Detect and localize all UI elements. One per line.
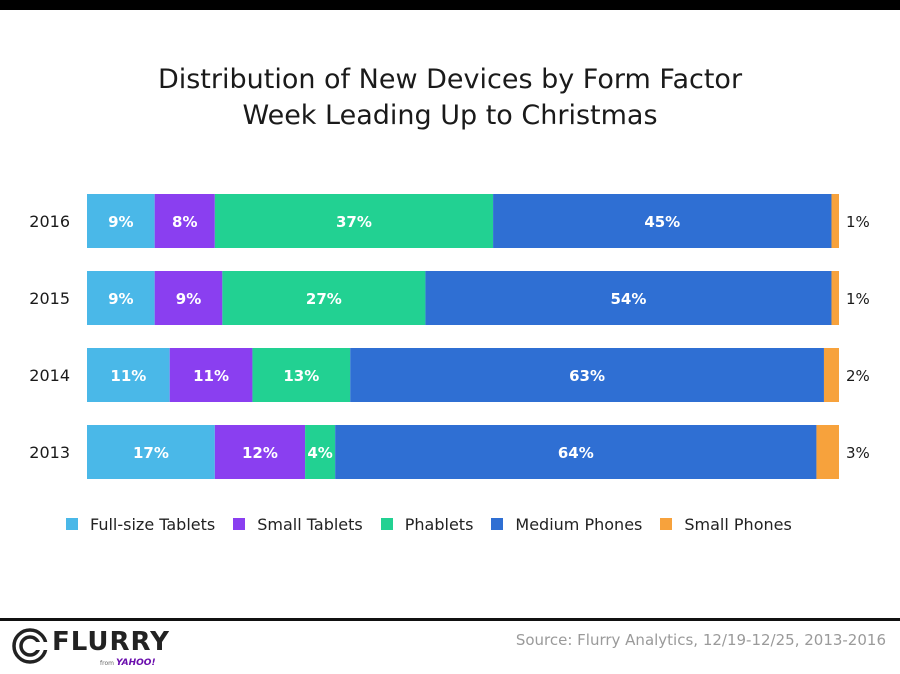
data-label-2016-full-size-tablets: 9% (108, 213, 133, 231)
legend-item-medium-phones: Medium Phones (491, 515, 642, 534)
data-label-2014-small-phones: 2% (846, 367, 870, 385)
bar-2013-medium-phones (335, 425, 817, 479)
legend-swatch-phablets (380, 518, 393, 530)
legend-label-phablets: Phablets (404, 514, 474, 534)
source-note: Source: Flurry Analytics, 12/19-12/25, 2… (515, 631, 886, 649)
bar-2014-small-tablets (169, 348, 253, 402)
data-label-2013-small-tablets: 12% (242, 444, 278, 462)
chart-title-line-2: Week Leading Up to Christmas (242, 100, 658, 131)
bar-2014-full-size-tablets (87, 348, 170, 402)
data-label-2013-phablets: 4% (307, 444, 332, 462)
data-label-2014-phablets: 13% (283, 367, 319, 385)
legend-item-small-phones: Small Phones (660, 514, 792, 534)
bar-2013-phablets (305, 425, 336, 479)
flurry-logo-from: from (100, 660, 114, 667)
bar-2015-medium-phones (425, 271, 832, 325)
data-label-2013-medium-phones: 64% (558, 444, 594, 462)
yahoo-logo-word: YAHOO! (116, 658, 156, 668)
category-label-2013: 2013 (29, 443, 70, 462)
bar-2014-medium-phones (350, 348, 824, 402)
data-label-2014-small-tablets: 11% (193, 367, 229, 385)
bar-2014-small-phones (823, 348, 839, 402)
bar-2015-phablets (222, 271, 426, 325)
data-label-2014-medium-phones: 63% (569, 367, 605, 385)
bar-2015-small-phones (831, 271, 839, 325)
legend-label-small-tablets: Small Tablets (257, 514, 363, 534)
bar-2014-phablets (252, 348, 351, 402)
bar-2013-full-size-tablets (87, 425, 215, 479)
flurry-logo: FLURRY from YAHOO! (12, 625, 172, 670)
bar-2015-small-tablets (154, 271, 223, 325)
legend-swatch-full-size-tablets (66, 518, 78, 530)
data-label-2013-small-phones: 3% (846, 444, 870, 462)
legend-swatch-small-tablets (233, 518, 246, 530)
data-label-2016-medium-phones: 45% (644, 213, 680, 231)
bar-2016-phablets (214, 194, 494, 248)
chart-legend: Full-size Tablets Small Tablets Phablets Me… (66, 513, 810, 535)
data-label-2015-medium-phones: 54% (610, 290, 646, 308)
data-label-2015-small-tablets: 9% (176, 290, 201, 308)
data-label-2015-small-phones: 1% (846, 290, 870, 308)
category-label-2014: 2014 (29, 366, 70, 385)
legend-item-phablets: Phablets (380, 514, 474, 534)
footer-divider (0, 618, 900, 621)
legend-item-full-size-tablets: Full-size Tablets (66, 515, 215, 534)
data-label-2013-full-size-tablets: 17% (133, 444, 169, 462)
data-label-2015-phablets: 27% (306, 290, 342, 308)
bar-2016-small-phones (831, 194, 839, 248)
legend-label-medium-phones: Medium Phones (515, 514, 643, 534)
bar-2013-small-tablets (214, 425, 306, 479)
bar-2015-full-size-tablets (87, 271, 155, 325)
legend-label-small-phones: Small Phones (684, 514, 792, 534)
legend-label-full-size-tablets: Full-size Tablets (90, 514, 216, 534)
data-label-2016-small-phones: 1% (846, 213, 870, 231)
category-label-2015: 2015 (29, 289, 70, 308)
data-label-2014-full-size-tablets: 11% (110, 367, 146, 385)
chart-title-line-1: Distribution of New Devices by Form Fact… (157, 64, 743, 95)
stacked-bar-chart: 2016 9% 8% 37% 45% 1% 2015 9% 9% 27% 54% 1% 2014 11% 1… (29, 194, 870, 479)
legend-item-small-tablets: Small Tablets (233, 515, 363, 534)
slide: Distribution of New Devices by Form Fact… (0, 10, 900, 674)
flurry-logo-icon (12, 628, 48, 664)
bar-2016-full-size-tablets (87, 194, 155, 248)
data-label-2016-small-tablets: 8% (172, 213, 197, 231)
category-label-2016: 2016 (29, 212, 70, 231)
data-label-2016-phablets: 37% (336, 213, 372, 231)
flurry-logo-word: FLURRY (52, 627, 170, 657)
chart-title: Distribution of New Devices by Form Fact… (0, 62, 900, 134)
legend-swatch-medium-phones (491, 518, 504, 530)
bar-2016-medium-phones (493, 194, 832, 248)
bar-2013-small-phones (816, 425, 839, 479)
bar-2016-small-tablets (154, 194, 215, 248)
legend-swatch-small-phones (660, 518, 673, 530)
data-label-2015-full-size-tablets: 9% (108, 290, 133, 308)
